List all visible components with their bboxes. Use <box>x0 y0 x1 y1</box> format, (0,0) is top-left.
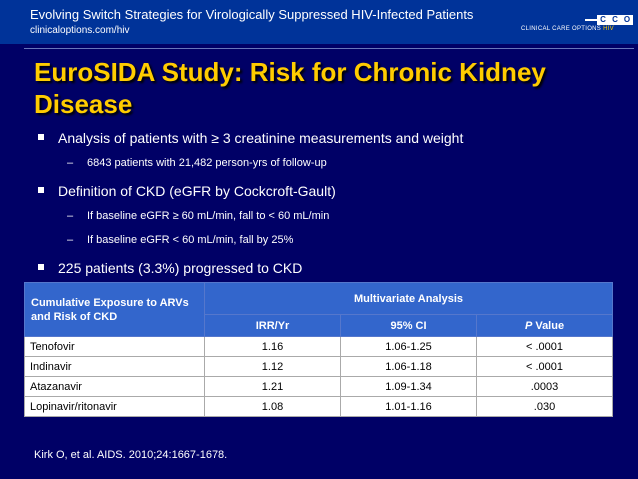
column-header-p-value: P Value <box>475 314 614 337</box>
logo-text: CLINICAL CARE OPTIONS HIV <box>521 26 614 32</box>
sub-bullet-text: If baseline eGFR ≥ 60 mL/min, fall to < … <box>87 210 330 222</box>
logo-mark: C C O <box>585 15 633 25</box>
ci-cell: 1.06-1.18 <box>340 356 477 377</box>
table-row: Tenofovir 1.16 1.06-1.25 < .0001 <box>24 336 614 357</box>
ci-cell: 1.06-1.25 <box>340 336 477 357</box>
logo-bar <box>585 19 597 21</box>
bullet-square-icon <box>38 187 44 193</box>
site-url[interactable]: clinicaloptions.com/hiv <box>30 25 130 36</box>
slide-title: EuroSIDA Study: Risk for Chronic Kidney … <box>34 57 546 119</box>
drug-cell: Atazanavir <box>24 376 205 397</box>
clinical-care-options-logo: C C O CLINICAL CARE OPTIONS HIV <box>521 15 633 35</box>
ci-cell: 1.01-1.16 <box>340 396 477 417</box>
dash-icon: – <box>67 234 74 246</box>
bullet-text: 225 patients (3.3%) progressed to CKD <box>58 260 303 276</box>
column-header-ci: 95% CI <box>340 314 477 337</box>
ci-cell: 1.09-1.34 <box>340 376 477 397</box>
column-header-irr: IRR/Yr <box>204 314 341 337</box>
p-value-cell: < .0001 <box>475 356 614 377</box>
bullet-text: Definition of CKD (eGFR by Cockcroft-Gau… <box>58 183 336 199</box>
irr-cell: 1.16 <box>204 336 341 357</box>
group-header: Multivariate Analysis <box>203 282 614 315</box>
table-row: Atazanavir 1.21 1.09-1.34 .0003 <box>24 376 614 397</box>
p-value-cell: .030 <box>475 396 614 417</box>
logo-suffix: HIV <box>603 26 614 32</box>
bullet-square-icon <box>38 134 44 140</box>
presentation-title: Evolving Switch Strategies for Virologic… <box>30 7 474 22</box>
table-row: Lopinavir/ritonavir 1.08 1.01-1.16 .030 <box>24 396 614 417</box>
dash-icon: – <box>67 157 74 169</box>
bullet-square-icon <box>38 264 44 270</box>
p-value-cell: < .0001 <box>475 336 614 357</box>
drug-cell: Lopinavir/ritonavir <box>24 396 205 417</box>
sub-bullet-text: If baseline eGFR < 60 mL/min, fall by 25… <box>87 234 294 246</box>
table-row: Indinavir 1.12 1.06-1.18 < .0001 <box>24 356 614 377</box>
reference-citation: Kirk O, et al. AIDS. 2010;24:1667-1678. <box>34 449 228 461</box>
p-value-cell: .0003 <box>475 376 614 397</box>
dash-icon: – <box>67 210 74 222</box>
header-divider <box>24 48 634 49</box>
sub-bullet-text: 6843 patients with 21,482 person-yrs of … <box>87 157 327 169</box>
multivariate-analysis-table: Cumulative Exposure to ARVs and Risk of … <box>24 282 614 417</box>
p-letter: P <box>524 319 533 332</box>
irr-cell: 1.21 <box>204 376 341 397</box>
logo-letter: O <box>621 15 633 25</box>
header-bar: Evolving Switch Strategies for Virologic… <box>0 0 638 44</box>
row-header: Cumulative Exposure to ARVs and Risk of … <box>24 282 205 337</box>
drug-cell: Tenofovir <box>24 336 205 357</box>
p-value-label: Value <box>532 319 565 332</box>
drug-cell: Indinavir <box>24 356 205 377</box>
bullet-text: Analysis of patients with ≥ 3 creatinine… <box>58 130 464 146</box>
irr-cell: 1.08 <box>204 396 341 417</box>
logo-letter: C <box>597 15 609 25</box>
irr-cell: 1.12 <box>204 356 341 377</box>
logo-letter: C <box>609 15 621 25</box>
logo-name: CLINICAL CARE OPTIONS <box>521 26 602 32</box>
